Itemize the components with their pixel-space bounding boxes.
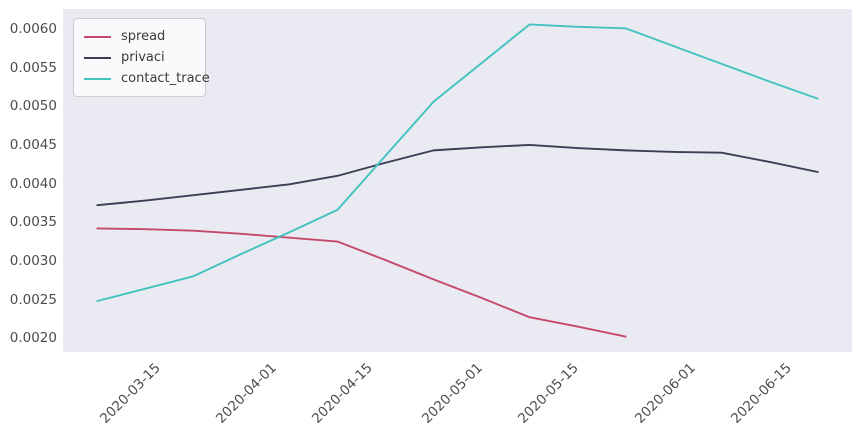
plot-area: spread privaci contact_trace [63, 9, 852, 352]
y-tick-label: 0.0050 [9, 98, 57, 115]
legend-swatch-contact-trace-icon [84, 77, 111, 80]
legend-item-contact-trace: contact_trace [74, 68, 210, 89]
chart-lines [96, 23, 819, 338]
x-tick-label: 2020-05-01 [419, 360, 487, 427]
line-privaci [96, 144, 819, 207]
legend-item-privaci: privaci [74, 47, 205, 68]
y-tick-label: 0.0020 [9, 330, 57, 347]
x-tick-label: 2020-04-15 [309, 360, 377, 427]
y-tick-label: 0.0025 [9, 291, 57, 308]
legend-swatch-privaci-icon [84, 56, 111, 59]
x-tick-label: 2020-05-15 [515, 360, 583, 427]
legend: spread privaci contact_trace [73, 18, 210, 97]
legend-swatch-spread-icon [84, 35, 111, 38]
line-contact_trace [96, 23, 819, 302]
line-spread [96, 227, 627, 338]
legend-label-privaci: privaci [121, 50, 165, 65]
y-tick-label: 0.0055 [9, 59, 57, 76]
y-tick-label: 0.0045 [9, 137, 57, 153]
x-tick-label: 2020-06-15 [727, 360, 795, 427]
x-tick-label: 2020-06-01 [631, 360, 699, 427]
y-tick-label: 0.0040 [9, 175, 57, 192]
legend-label-spread: spread [121, 29, 166, 44]
y-tick-label: 0.0060 [9, 21, 57, 38]
x-tick-label: 2020-04-01 [213, 360, 281, 427]
x-tick-label: 2020-03-15 [96, 360, 164, 427]
y-tick-label: 0.0035 [9, 214, 57, 231]
legend-label-contact-trace: contact_trace [121, 71, 210, 86]
legend-item-spread: spread [74, 26, 205, 47]
y-tick-label: 0.0030 [9, 252, 57, 269]
